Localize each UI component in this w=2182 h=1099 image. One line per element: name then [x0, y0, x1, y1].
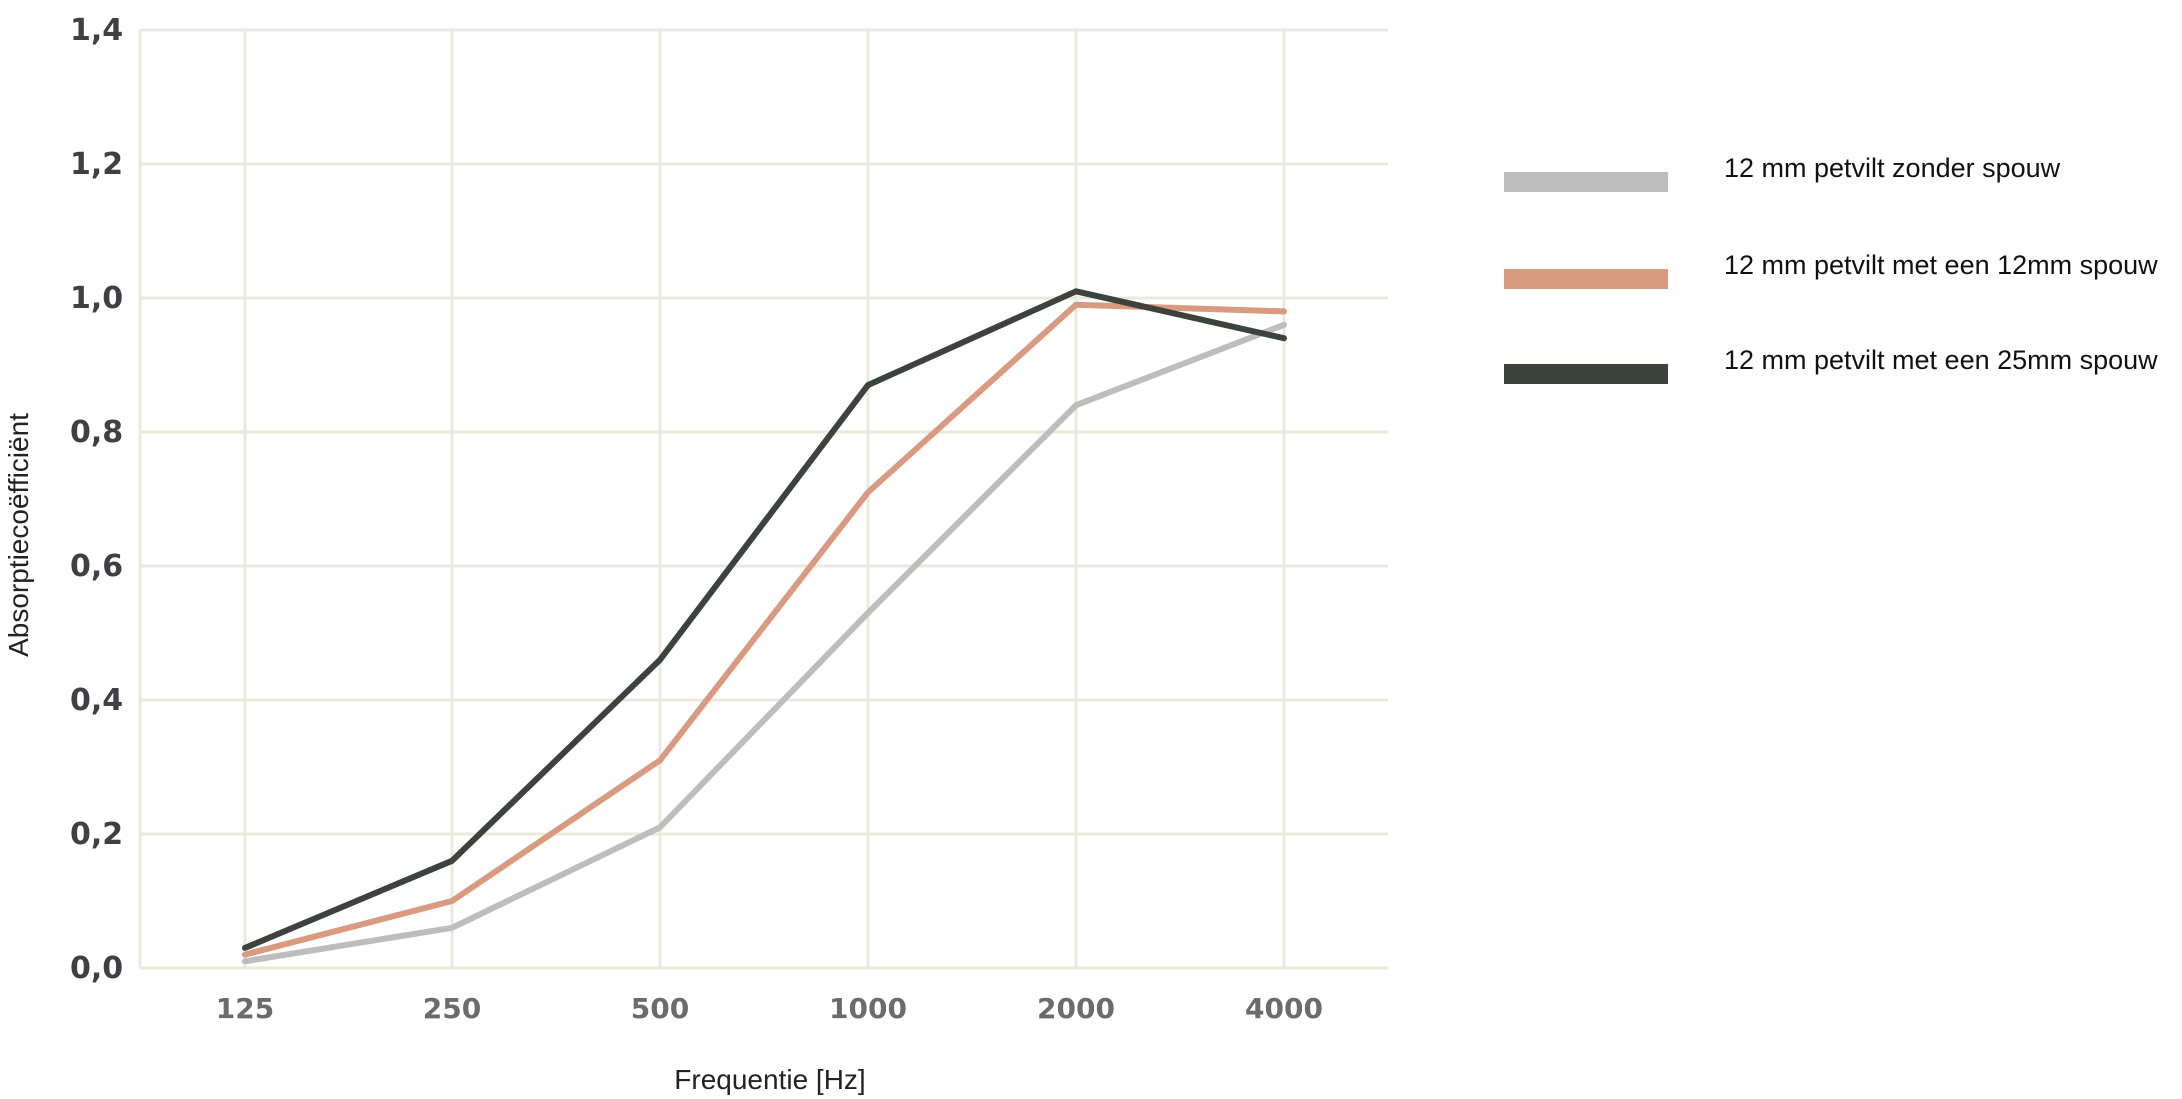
legend-swatch-1: [1504, 172, 1668, 192]
x-tick-label: 125: [216, 992, 274, 1025]
legend: 12 mm petvilt zonder spouw 12 mm petvilt …: [1504, 153, 2158, 384]
x-tick-label: 1000: [829, 992, 907, 1025]
legend-swatch-2: [1504, 269, 1668, 289]
legend-swatch-3: [1504, 364, 1668, 384]
x-tick-label: 2000: [1037, 992, 1115, 1025]
legend-label-1: 12 mm petvilt zonder spouw: [1724, 153, 2061, 183]
y-tick-label: 0,6: [70, 549, 123, 584]
x-axis-label: Frequentie [Hz]: [674, 1064, 865, 1095]
y-tick-label: 0,0: [70, 951, 123, 986]
x-tick-label: 250: [423, 992, 481, 1025]
y-tick-label: 1,0: [70, 281, 123, 316]
series-line-2: [242, 301, 1287, 958]
x-tick-label: 4000: [1245, 992, 1323, 1025]
y-tick-labels: 0,0 0,2 0,4 0,6 0,8 1,0 1,2 1,4: [70, 13, 123, 986]
legend-label-3: 12 mm petvilt met een 25mm spouw: [1724, 345, 2158, 375]
grid: [138, 28, 1388, 970]
y-axis-label: Absorptiecoëfficiënt: [3, 413, 34, 657]
y-tick-label: 0,8: [70, 415, 123, 450]
y-tick-label: 1,4: [70, 13, 123, 48]
x-tick-labels: 125 250 500 1000 2000 4000: [216, 992, 1323, 1025]
y-tick-label: 0,4: [70, 683, 123, 718]
legend-label-2: 12 mm petvilt met een 12mm spouw: [1724, 250, 2158, 280]
series-lines: [242, 288, 1287, 965]
series-line-3: [242, 288, 1287, 951]
series-line-1: [242, 321, 1287, 965]
x-tick-label: 500: [631, 992, 689, 1025]
y-tick-label: 1,2: [70, 147, 123, 182]
y-tick-label: 0,2: [70, 817, 123, 852]
